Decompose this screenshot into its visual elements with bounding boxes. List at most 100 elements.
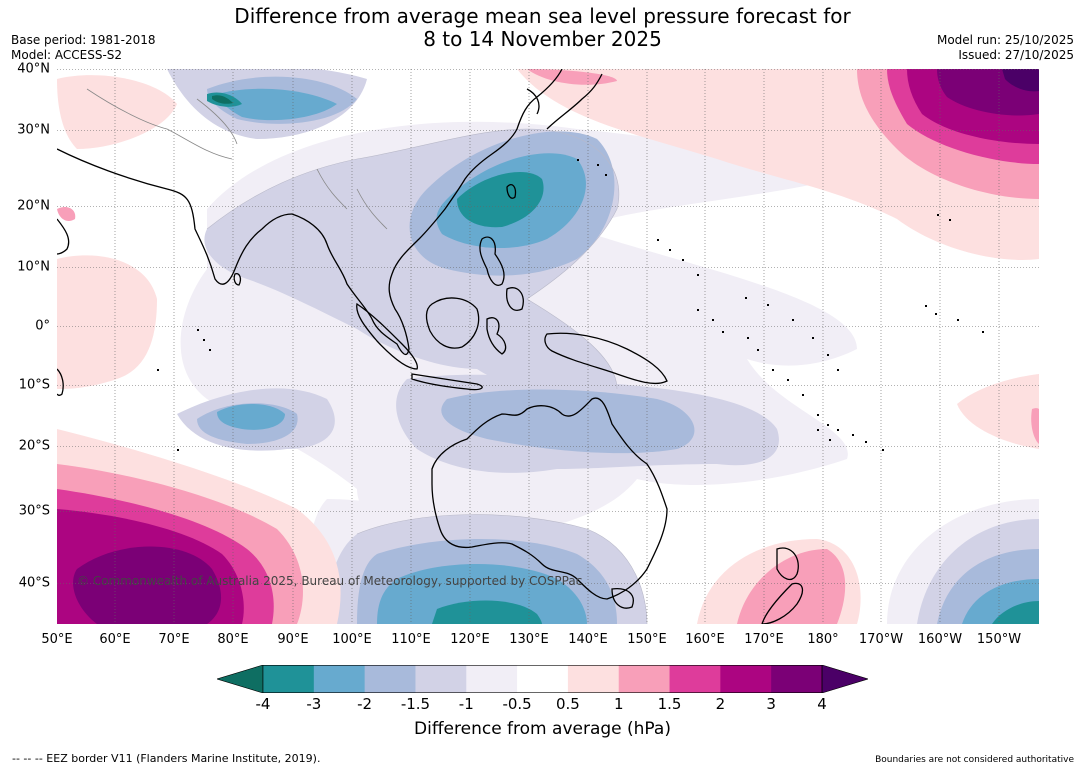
colorbar-segment bbox=[618, 665, 671, 693]
colorbar-segment bbox=[669, 665, 721, 693]
island-dot bbox=[772, 369, 774, 371]
island-dot bbox=[657, 239, 659, 241]
colorbar-tick-label: 1 bbox=[613, 695, 624, 713]
latitude-label: 30°S bbox=[18, 503, 50, 519]
coast-southeast-asia bbox=[291, 69, 563, 356]
colorbar-tick-label: 4 bbox=[817, 695, 827, 713]
island-dot bbox=[827, 424, 829, 426]
island-dot bbox=[925, 305, 927, 307]
latitude-label: 40°N bbox=[17, 61, 50, 77]
colorbar-tick-label: -2 bbox=[357, 695, 373, 713]
colorbar-border bbox=[262, 665, 823, 693]
coast-indian-subcontinent bbox=[57, 148, 293, 285]
latitude-label: 10°S bbox=[18, 377, 50, 393]
coast-new-zealand-north bbox=[776, 547, 799, 581]
island-dot bbox=[837, 429, 839, 431]
longitude-label: 170°E bbox=[744, 632, 784, 647]
island-dot bbox=[757, 349, 759, 351]
island-dot bbox=[792, 319, 794, 321]
eez-note: -- -- -- EEZ border V11 (Flanders Marine… bbox=[12, 752, 321, 765]
colorbar-title: Difference from average (hPa) bbox=[414, 719, 671, 739]
contour-lines bbox=[206, 128, 648, 624]
longitude-label: 160°W bbox=[917, 632, 963, 647]
island-dot bbox=[669, 249, 671, 251]
colorbar-segment bbox=[567, 665, 620, 693]
colorbar-tick-label: -1.5 bbox=[400, 695, 431, 713]
island-dot bbox=[745, 297, 747, 299]
country-borders bbox=[86, 88, 388, 230]
model-run: Model run: 25/10/2025 bbox=[936, 33, 1074, 47]
colorbar-segment bbox=[517, 665, 569, 693]
island-dot bbox=[882, 449, 884, 451]
latitude-label: 20°N bbox=[17, 198, 50, 214]
colorbar-tick-label: 3 bbox=[766, 695, 776, 713]
colorbar-tick-label: -3 bbox=[306, 695, 322, 713]
island-dot bbox=[722, 331, 724, 333]
coast-taiwan bbox=[506, 183, 517, 199]
latitude-label: 30°N bbox=[17, 122, 50, 138]
meta-left: Base period: 1981-2018 Model: ACCESS-S2 bbox=[11, 33, 156, 63]
colorbar-tick-label: 0.5 bbox=[555, 695, 580, 713]
coast-philippines bbox=[479, 236, 524, 311]
island-dot bbox=[697, 274, 699, 276]
anomaly-map: © Commonwealth of Australia 2025, Bureau… bbox=[57, 69, 1039, 624]
model-name: Model: ACCESS-S2 bbox=[11, 48, 123, 62]
island-dot bbox=[209, 349, 211, 351]
longitude-label: 100°E bbox=[332, 632, 372, 647]
longitude-label: 180° bbox=[807, 632, 839, 647]
colorbar-tick-label: 2 bbox=[715, 695, 726, 713]
island-dot bbox=[817, 414, 819, 416]
island-dot bbox=[197, 329, 199, 331]
island-dot bbox=[937, 214, 939, 216]
anomaly-band-minus-4 bbox=[212, 95, 233, 104]
colorbar-segment bbox=[263, 665, 315, 693]
map-graticule bbox=[57, 69, 1039, 624]
longitude-label: 120°E bbox=[450, 632, 490, 647]
island-dot bbox=[767, 304, 769, 306]
boundaries-note: Boundaries are not considered authoritat… bbox=[875, 755, 1074, 765]
island-dot bbox=[203, 339, 205, 341]
longitude-label: 50°E bbox=[41, 632, 73, 647]
coast-borneo bbox=[425, 297, 480, 349]
longitude-label: 150°E bbox=[627, 632, 667, 647]
longitude-label: 60°E bbox=[99, 632, 131, 647]
island-dot bbox=[747, 337, 749, 339]
latitude-label: 10°N bbox=[17, 259, 50, 275]
island-dot bbox=[712, 319, 714, 321]
island-dot bbox=[802, 394, 804, 396]
island-dot bbox=[812, 337, 814, 339]
island-dot bbox=[177, 449, 179, 451]
coast-tasmania bbox=[611, 588, 634, 609]
longitude-label: 70°E bbox=[158, 632, 190, 647]
coast-new-guinea bbox=[544, 332, 668, 385]
longitude-label: 90°E bbox=[277, 632, 309, 647]
colorbar-tick-label: -1 bbox=[458, 695, 474, 713]
issued-date: Issued: 27/10/2025 bbox=[958, 48, 1074, 62]
longitude-label: 110°E bbox=[391, 632, 431, 647]
coast-new-zealand-south bbox=[761, 582, 804, 624]
longitude-label: 160°E bbox=[685, 632, 725, 647]
island-dot bbox=[682, 259, 684, 261]
coast-sumatra bbox=[356, 302, 418, 370]
island-dot bbox=[837, 369, 839, 371]
meta-right: Model run: 25/10/2025 Issued: 27/10/2025 bbox=[937, 33, 1074, 63]
colorbar-segment bbox=[364, 665, 416, 693]
copyright-watermark: © Commonwealth of Australia 2025, Bureau… bbox=[77, 574, 582, 588]
pacific-islands bbox=[157, 159, 984, 451]
island-dot bbox=[957, 319, 959, 321]
colorbar-tick-label: -0.5 bbox=[502, 695, 532, 713]
island-dot bbox=[949, 219, 951, 221]
colorbar bbox=[217, 665, 868, 693]
longitude-label: 170°W bbox=[858, 632, 904, 647]
colorbar-segment bbox=[313, 665, 366, 693]
island-dot bbox=[697, 309, 699, 311]
map-title-line-2: 8 to 14 November 2025 bbox=[423, 27, 662, 51]
coastlines bbox=[57, 69, 804, 624]
colorbar-tick-label: -4 bbox=[255, 695, 271, 713]
longitude-label: 130°E bbox=[509, 632, 549, 647]
coast-korea-japan bbox=[526, 73, 603, 130]
map-title-line-1: Difference from average mean sea level p… bbox=[234, 4, 851, 28]
island-dot bbox=[982, 331, 984, 333]
island-dot bbox=[829, 439, 831, 441]
anomaly-band-plus-4 bbox=[1002, 69, 1039, 92]
